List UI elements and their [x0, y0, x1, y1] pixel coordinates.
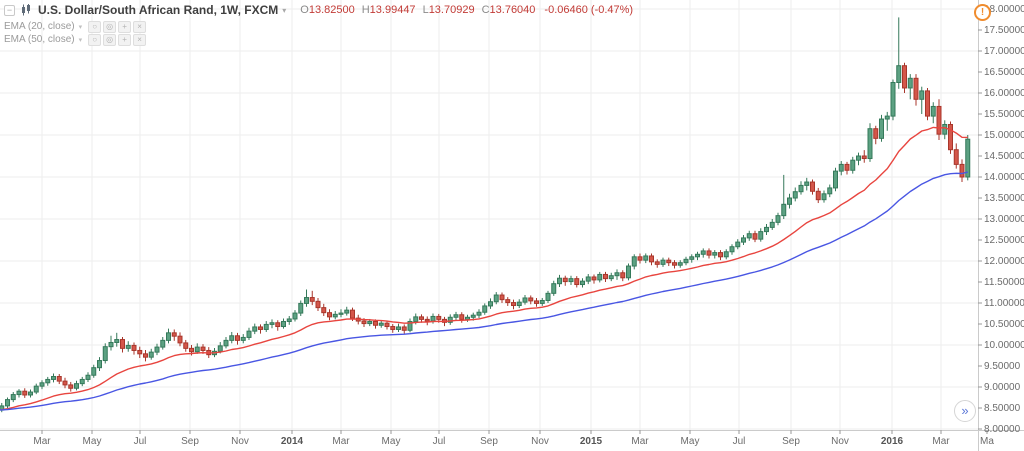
time-axis-label: 2014	[280, 436, 304, 447]
open-label: O	[300, 4, 309, 16]
price-axis-label: 8.00000	[984, 424, 1021, 435]
time-axis-label: 2015	[579, 436, 603, 447]
chart-legend-header: − U.S. Dollar/South African Rand, 1W, FX…	[4, 2, 633, 18]
high-label: H	[361, 4, 370, 16]
indicator-visibility-button[interactable]: ○	[88, 20, 102, 33]
price-axis-label: 8.50000	[984, 403, 1021, 414]
time-axis-label: Ma	[980, 436, 994, 447]
price-axis-label: 10.50000	[984, 319, 1024, 330]
plus-icon: +	[122, 21, 127, 31]
time-axis-label: Mar	[631, 436, 649, 447]
price-axis[interactable]: 18.00000 17.50000 17.00000 16.50000 16.00000…	[984, 0, 1024, 435]
price-axis-label: 16.50000	[984, 67, 1024, 78]
gear-icon: ◎	[106, 21, 114, 31]
price-axis-label: 17.50000	[984, 25, 1024, 36]
symbol-title[interactable]: U.S. Dollar/South African Rand, 1W, FXCM	[38, 3, 279, 17]
collapse-legend-button[interactable]: −	[4, 4, 15, 16]
symbol-menu-caret-icon[interactable]: ▾	[282, 5, 287, 15]
jump-to-realtime-button[interactable]: »	[954, 400, 976, 422]
gear-icon: ◎	[106, 34, 114, 44]
indicator-settings-button[interactable]: ◎	[103, 33, 117, 46]
eye-icon: ○	[92, 34, 98, 44]
price-axis-label: 15.50000	[984, 109, 1024, 120]
indicator-label[interactable]: EMA (50, close)	[4, 34, 75, 45]
price-axis-label: 9.00000	[984, 382, 1021, 393]
price-axis-label: 10.00000	[984, 340, 1024, 351]
time-axis-label: Jul	[432, 436, 446, 447]
low-label: L	[422, 4, 429, 16]
price-axis-label: 11.50000	[984, 277, 1024, 288]
eye-icon: ○	[92, 21, 98, 31]
close-value: 13.76040	[489, 4, 536, 16]
indicator-row-ema20: EMA (20, close) ▾ ○ ◎ + ×	[4, 20, 148, 33]
time-axis-label: 2016	[880, 436, 904, 447]
close-label: C	[481, 4, 490, 16]
price-axis-label: 14.00000	[984, 172, 1024, 183]
indicator-label[interactable]: EMA (20, close)	[4, 21, 75, 32]
low-value: 13.70929	[428, 4, 475, 16]
change-value: -0.06460 (-0.47%)	[544, 4, 634, 16]
close-icon: ×	[137, 34, 142, 44]
indicator-add-button[interactable]: +	[118, 20, 132, 33]
close-icon: ×	[137, 21, 142, 31]
time-axis-label: May	[381, 436, 401, 447]
indicator-delete-button[interactable]: ×	[133, 33, 147, 46]
price-axis-label: 12.00000	[984, 256, 1024, 267]
price-axis-label: 9.50000	[984, 361, 1021, 372]
plus-icon: +	[122, 34, 127, 44]
time-axis-label: Nov	[531, 436, 549, 447]
ohlc-values: O13.82500 H13.99447 L13.70929 C13.76040	[300, 4, 535, 16]
time-axis-label: Nov	[831, 436, 849, 447]
price-axis-label: 11.00000	[984, 298, 1024, 309]
price-axis-label: 14.50000	[984, 151, 1024, 162]
price-axis-label: 13.50000	[984, 193, 1024, 204]
candlestick-chart-icon	[20, 4, 32, 16]
price-axis-label: 12.50000	[984, 235, 1024, 246]
indicator-row-ema50: EMA (50, close) ▾ ○ ◎ + ×	[4, 33, 148, 46]
price-axis-label: 15.00000	[984, 130, 1024, 141]
price-axis-label: 18.00000	[984, 4, 1024, 15]
indicator-settings-button[interactable]: ◎	[103, 20, 117, 33]
open-value: 13.82500	[308, 4, 355, 16]
indicator-visibility-button[interactable]: ○	[88, 33, 102, 46]
time-axis-label: Mar	[932, 436, 950, 447]
time-axis-label: Jul	[732, 436, 746, 447]
price-axis-label: 16.00000	[984, 88, 1024, 99]
time-axis-label: Sep	[181, 436, 199, 447]
indicator-delete-button[interactable]: ×	[133, 20, 147, 33]
chevron-down-icon[interactable]: ▾	[78, 36, 83, 44]
time-axis-label: Nov	[231, 436, 249, 447]
indicator-add-button[interactable]: +	[118, 33, 132, 46]
high-value: 13.99447	[369, 4, 416, 16]
chevron-down-icon[interactable]: ▾	[78, 23, 83, 31]
time-axis-label: Mar	[33, 436, 51, 447]
time-axis-label: Mar	[332, 436, 350, 447]
time-axis[interactable]: Mar May Jul Sep Nov 2014 Mar May Jul Sep Nov 2015 Ma…	[0, 431, 1024, 451]
time-axis-label: May	[82, 436, 102, 447]
time-axis-label: Sep	[782, 436, 800, 447]
price-axis-label: 17.00000	[984, 46, 1024, 57]
time-axis-label: May	[680, 436, 700, 447]
delayed-data-icon[interactable]: !	[974, 4, 991, 21]
time-axis-label: Sep	[480, 436, 498, 447]
price-axis-label: 13.00000	[984, 214, 1024, 225]
time-axis-label: Jul	[133, 436, 147, 447]
